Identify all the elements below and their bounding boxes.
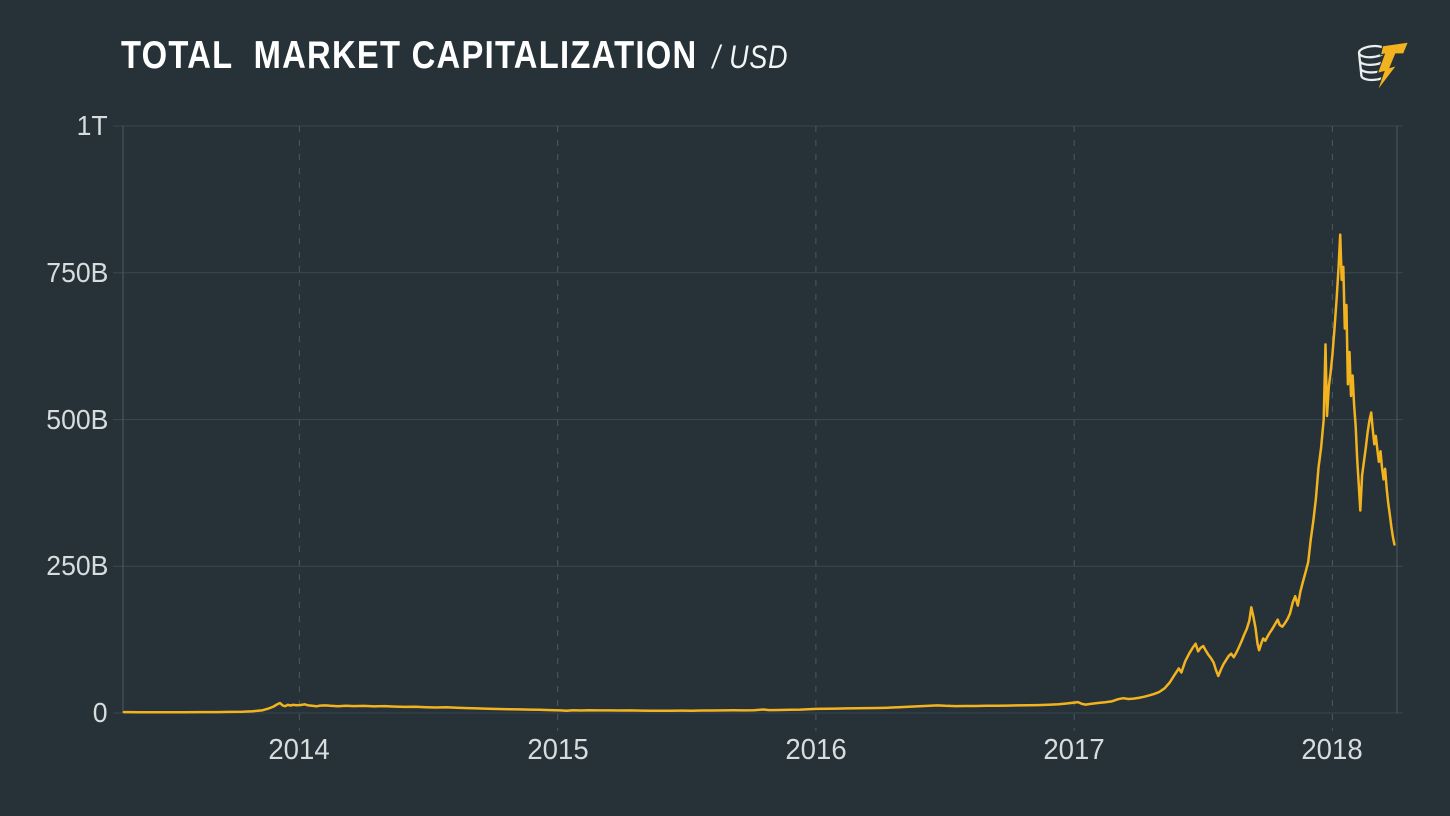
series-lines (122, 233, 1396, 714)
chart-unit-label: / USD (712, 39, 789, 75)
market-cap-line (122, 233, 1396, 714)
lightning-bolt-icon (1376, 41, 1410, 90)
chart-title: TOTAL MARKET CAPITALIZATION (121, 34, 698, 77)
plot-borders (122, 126, 1398, 713)
horizontal-gridlines (113, 125, 1403, 714)
chart-header: TOTAL MARKET CAPITALIZATION / USD (121, 34, 916, 78)
vertical-year-gridlines (298, 126, 1333, 731)
coin-lightning-logo-icon (1357, 41, 1410, 90)
